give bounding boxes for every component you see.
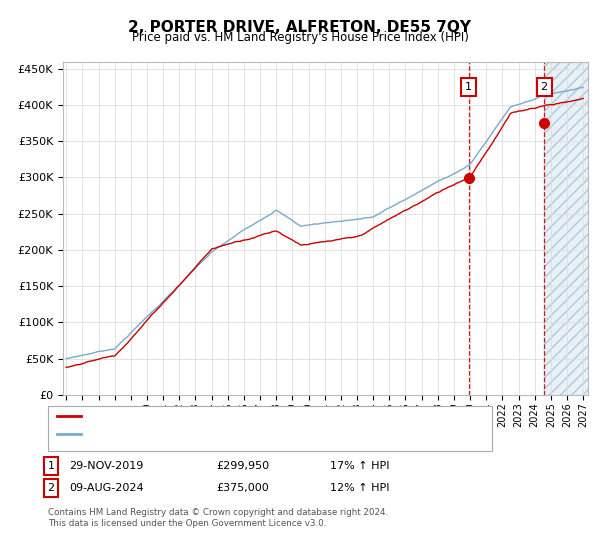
Text: 2, PORTER DRIVE, ALFRETON, DE55 7QY (detached house): 2, PORTER DRIVE, ALFRETON, DE55 7QY (det… xyxy=(87,411,391,421)
Text: 12% ↑ HPI: 12% ↑ HPI xyxy=(330,483,389,493)
Text: 2, PORTER DRIVE, ALFRETON, DE55 7QY: 2, PORTER DRIVE, ALFRETON, DE55 7QY xyxy=(128,20,472,35)
Text: Price paid vs. HM Land Registry's House Price Index (HPI): Price paid vs. HM Land Registry's House … xyxy=(131,31,469,44)
Text: 1: 1 xyxy=(465,82,472,92)
Bar xyxy=(544,62,591,395)
Text: Contains HM Land Registry data © Crown copyright and database right 2024.
This d: Contains HM Land Registry data © Crown c… xyxy=(48,508,388,528)
Text: 2: 2 xyxy=(47,483,55,493)
Text: £375,000: £375,000 xyxy=(216,483,269,493)
Text: £299,950: £299,950 xyxy=(216,461,269,471)
Text: 1: 1 xyxy=(47,461,55,471)
Text: HPI: Average price, detached house, Amber Valley: HPI: Average price, detached house, Ambe… xyxy=(87,429,349,439)
Text: 29-NOV-2019: 29-NOV-2019 xyxy=(69,461,143,471)
Text: 2: 2 xyxy=(541,82,548,92)
Text: 09-AUG-2024: 09-AUG-2024 xyxy=(69,483,143,493)
Text: 17% ↑ HPI: 17% ↑ HPI xyxy=(330,461,389,471)
Bar xyxy=(544,62,591,395)
